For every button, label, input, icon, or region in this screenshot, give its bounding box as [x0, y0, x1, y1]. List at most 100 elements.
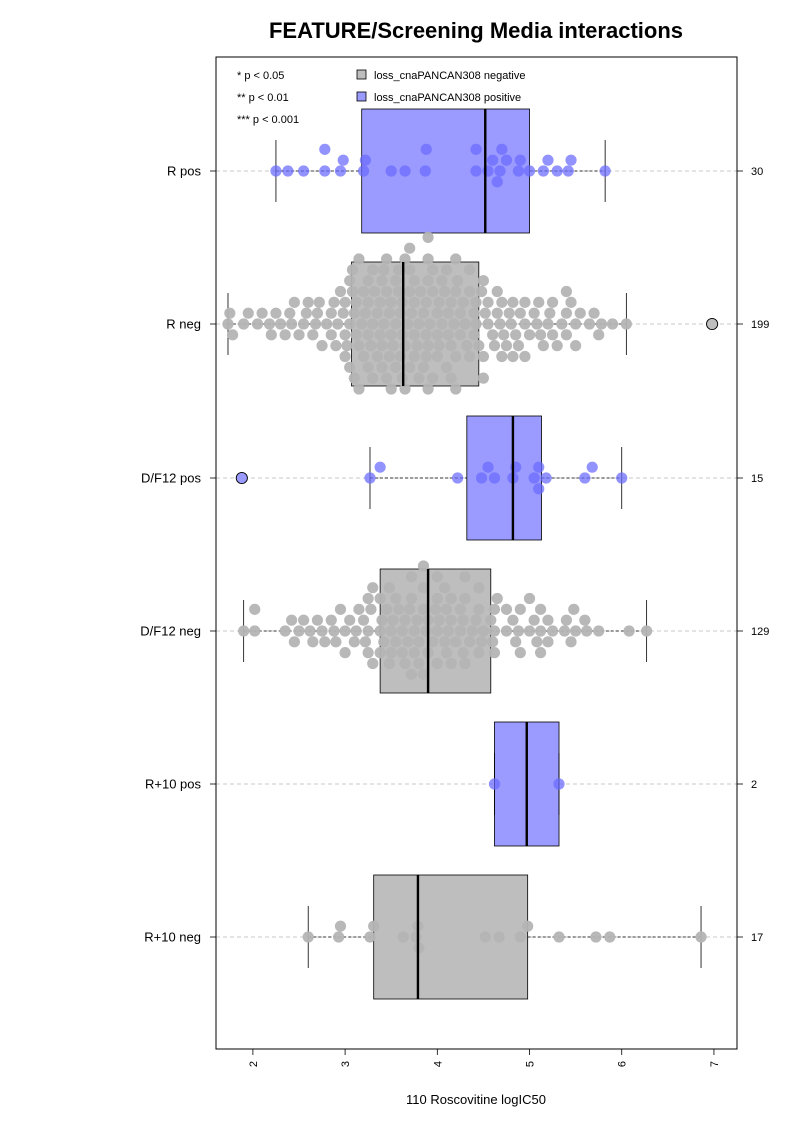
data-point — [514, 931, 526, 943]
data-point — [350, 329, 362, 341]
data-point — [369, 285, 381, 298]
group-3: D/F12 neg 129 — [140, 560, 769, 694]
data-point — [374, 625, 386, 637]
data-point — [339, 296, 351, 308]
data-point — [593, 625, 605, 637]
data-point — [493, 931, 505, 943]
data-point — [459, 592, 471, 605]
data-point — [374, 329, 386, 341]
data-point — [560, 285, 573, 298]
data-point — [313, 296, 325, 308]
data-point — [427, 264, 439, 276]
data-point — [332, 318, 344, 330]
data-point — [293, 329, 305, 341]
data-point — [498, 329, 510, 341]
data-point — [249, 625, 261, 637]
data-point — [606, 318, 619, 330]
data-point — [431, 350, 443, 363]
data-point — [470, 143, 482, 155]
data-point — [457, 296, 469, 308]
data-point — [590, 931, 602, 943]
data-point — [523, 329, 536, 341]
data-point — [242, 307, 254, 319]
data-point — [514, 603, 526, 615]
group-count: 2 — [751, 779, 757, 791]
data-point — [328, 296, 340, 308]
data-point — [616, 472, 628, 484]
data-point — [392, 603, 405, 615]
data-point — [404, 361, 416, 373]
data-point — [546, 625, 559, 637]
data-point — [374, 461, 386, 473]
data-point — [385, 625, 397, 637]
data-point — [570, 625, 582, 637]
data-point — [359, 636, 371, 648]
data-point — [359, 307, 371, 319]
data-point — [445, 657, 457, 670]
data-point — [376, 614, 388, 626]
data-point — [542, 614, 554, 626]
data-point — [307, 329, 319, 341]
data-point — [288, 296, 300, 308]
data-point — [362, 329, 374, 341]
data-point — [362, 275, 374, 287]
data-point — [376, 340, 388, 352]
data-point — [383, 657, 395, 670]
data-point — [528, 614, 540, 626]
data-point — [433, 296, 445, 308]
data-point — [385, 647, 397, 659]
data-point — [408, 625, 420, 637]
data-point — [604, 931, 616, 943]
data-point — [473, 647, 485, 659]
data-point — [405, 592, 418, 605]
data-point — [226, 329, 239, 341]
data-point — [450, 350, 462, 363]
data-point — [523, 625, 536, 637]
data-point — [599, 165, 611, 177]
group-label: R pos — [167, 164, 201, 179]
data-point — [353, 253, 365, 265]
data-point — [514, 647, 526, 659]
outlier-point — [706, 317, 719, 331]
data-point — [410, 931, 422, 943]
data-point — [238, 625, 250, 637]
data-point — [249, 603, 261, 615]
data-point — [298, 614, 310, 626]
data-point — [442, 329, 454, 341]
data-point — [562, 165, 574, 177]
data-point — [463, 264, 476, 276]
data-point — [365, 603, 377, 615]
data-point — [274, 318, 287, 330]
data-point — [422, 231, 434, 243]
data-point — [402, 636, 414, 648]
data-point — [440, 647, 453, 659]
data-point — [419, 165, 431, 177]
data-point — [408, 647, 420, 659]
data-point — [487, 329, 499, 341]
data-point — [334, 285, 347, 298]
data-point — [362, 647, 374, 659]
data-point — [348, 307, 360, 319]
data-point — [376, 361, 388, 373]
data-point — [560, 614, 573, 626]
data-point — [431, 571, 443, 583]
data-point — [367, 657, 379, 670]
data-point — [286, 614, 298, 626]
data-point — [450, 253, 462, 265]
data-point — [378, 636, 390, 648]
data-point — [387, 614, 399, 626]
data-point — [459, 318, 471, 330]
data-point — [404, 264, 416, 276]
x-tick-label: 5 — [525, 1061, 537, 1067]
data-point — [439, 636, 451, 648]
data-point — [479, 931, 491, 943]
data-point — [397, 931, 409, 943]
group-5: R+10 neg 17 — [144, 874, 763, 1000]
data-point — [309, 318, 322, 330]
data-point — [427, 636, 439, 648]
data-point — [413, 657, 425, 670]
data-point — [374, 296, 386, 308]
data-point — [450, 383, 462, 395]
legend-swatch-negative — [356, 69, 367, 80]
group-0: R pos 30 — [167, 108, 763, 234]
